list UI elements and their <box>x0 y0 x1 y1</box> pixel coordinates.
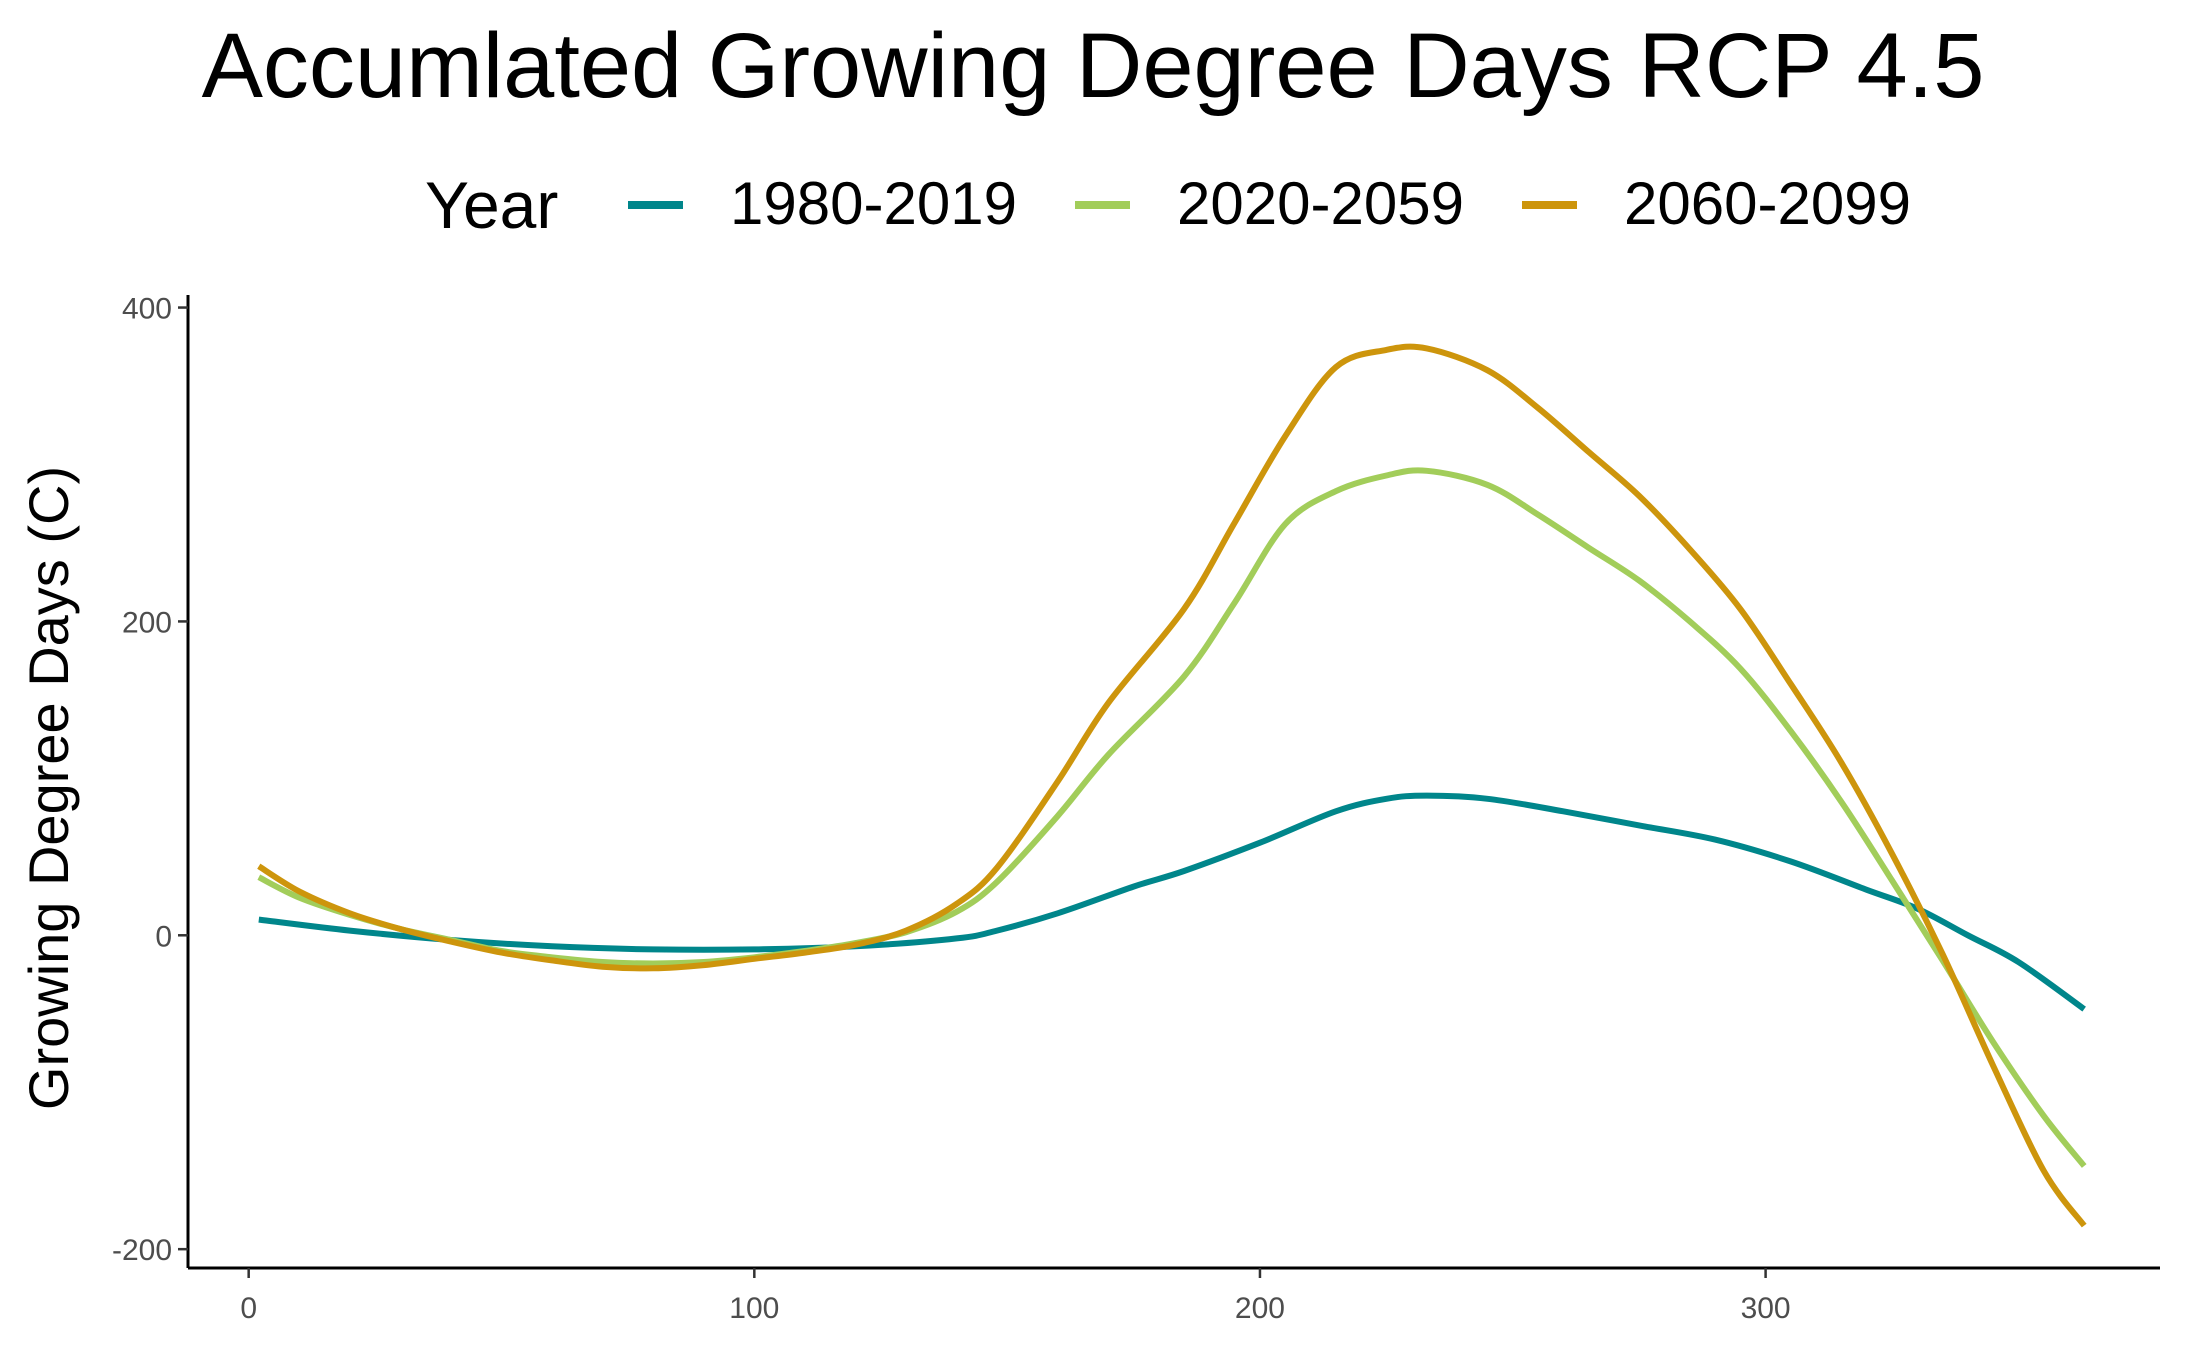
x-tick-label: 300 <box>1741 1292 1791 1325</box>
x-tick-label: 200 <box>1235 1292 1285 1325</box>
legend-label-2060-2099: 2060-2099 <box>1624 170 1911 237</box>
y-tick-label: -200 <box>112 1234 172 1267</box>
series-line-2020-2059 <box>257 467 2087 1168</box>
series-lines <box>257 343 2087 1228</box>
y-tick-label: 200 <box>122 606 172 639</box>
y-tick-label: 400 <box>122 293 172 326</box>
legend-items: 1980-2019 2020-2059 2060-2099 <box>628 170 1911 237</box>
x-tick-label: 0 <box>240 1292 257 1325</box>
axes: -200 0 200 400 0 100 200 300 <box>112 293 2160 1325</box>
series-line-1980-2019 <box>258 792 2086 1012</box>
legend-title: Year <box>425 168 558 242</box>
y-tick-label: 0 <box>155 920 172 953</box>
legend: Year 1980-2019 2020-2059 2060-2099 <box>425 168 1911 242</box>
x-tick-label: 100 <box>729 1292 779 1325</box>
y-axis-label: Growing Degree Days (C) <box>17 466 80 1110</box>
legend-label-1980-2019: 1980-2019 <box>730 170 1017 237</box>
series-line-2060-2099 <box>257 343 2087 1228</box>
legend-label-2020-2059: 2020-2059 <box>1177 170 1464 237</box>
chart-title: Accumlated Growing Degree Days RCP 4.5 <box>202 15 1985 117</box>
